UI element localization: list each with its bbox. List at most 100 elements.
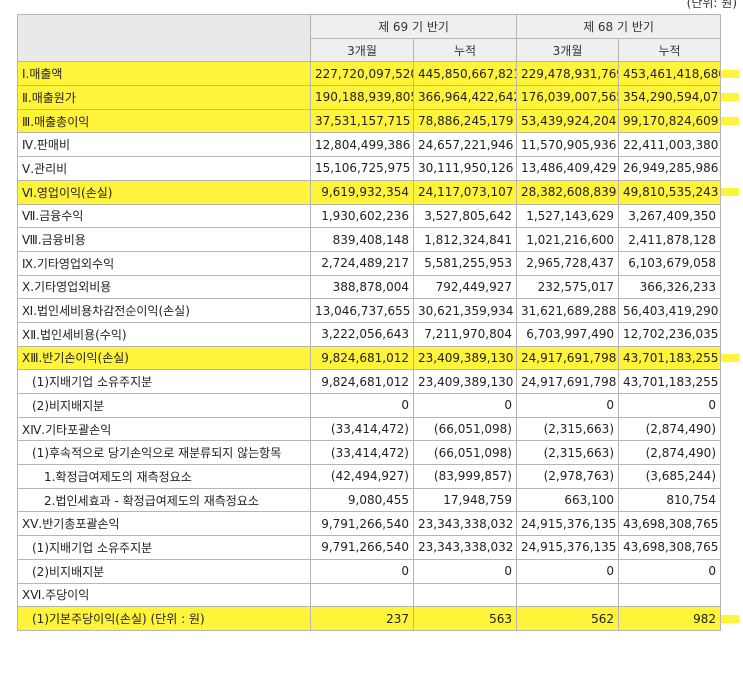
row-value: 23,343,338,032: [413, 511, 517, 537]
header-period-68: 제 68 기 반기: [516, 14, 721, 39]
row-value: 31,621,689,288: [516, 298, 619, 323]
row-label: Ⅺ.법인세비용차감전순이익(손실): [17, 298, 311, 323]
row-value: 11,570,905,936: [516, 132, 619, 158]
row-label: Ⅰ.매출액: [17, 61, 311, 87]
row-value: (42,494,927): [310, 464, 414, 489]
row-value: 3,222,056,643: [310, 321, 414, 347]
row-value: (3,685,244): [618, 464, 721, 489]
row-value: 23,409,389,130: [413, 345, 517, 371]
row-value: (2,315,663): [516, 440, 619, 466]
table-row: (2)비지배지분 0 0 0 0: [17, 393, 721, 418]
row-value: 23,409,389,130: [413, 369, 517, 394]
row-label: (1)지배기업 소유주지분: [17, 535, 311, 560]
table-row: Ⅴ.관리비 15,106,725,975 30,111,950,126 13,486,…: [17, 156, 721, 181]
highlight-marker: [721, 93, 739, 102]
table-row: Ⅶ.금융수익 1,930,602,236 3,527,805,642 1,527,14…: [17, 203, 721, 229]
row-label: (1)지배기업 소유주지분: [17, 369, 311, 394]
highlight-marker: [721, 117, 739, 126]
row-value: 0: [310, 393, 414, 418]
header-row-sub: 3개월 누적 3개월 누적: [18, 37, 721, 63]
row-value: [516, 582, 619, 608]
row-label: Ⅵ.영업이익(손실): [17, 179, 311, 205]
row-value: 810,754: [618, 487, 721, 513]
row-value: 453,461,418,680: [618, 61, 721, 87]
row-value: 24,657,221,946: [413, 132, 517, 158]
row-value: 563: [413, 606, 517, 631]
row-value: 24,117,073,107: [413, 179, 517, 205]
table-row: Ⅱ.매출원가 190,188,939,805 366,964,422,642 176,…: [17, 85, 721, 110]
row-value: 78,886,245,179: [413, 108, 517, 134]
row-value: 9,791,266,540: [310, 535, 414, 560]
row-value: 12,702,236,035: [618, 321, 721, 347]
table-row: Ⅲ.매출총이익 37,531,157,715 78,886,245,179 53,43…: [17, 108, 721, 134]
row-label: Ⅹ.기타영업외비용: [17, 274, 311, 300]
row-label: (1)기본주당이익(손실) (단위 : 원): [17, 606, 311, 631]
table-row: ⅩⅥ.주당이익: [17, 582, 721, 608]
row-value: 13,486,409,429: [516, 156, 619, 181]
row-value: (2,874,490): [618, 440, 721, 466]
row-value: 12,804,499,386: [310, 132, 414, 158]
row-value: 37,531,157,715: [310, 108, 414, 134]
row-value: 9,824,681,012: [310, 369, 414, 394]
row-label: Ⅶ.금융수익: [17, 203, 311, 229]
table-row: (1)지배기업 소유주지분 9,824,681,012 23,409,389,130…: [17, 369, 721, 394]
row-value: 1,930,602,236: [310, 203, 414, 229]
income-statement-table: 제 69 기 반기 제 68 기 반기 3개월 누적 3개월 누적 Ⅰ.매출액 2…: [17, 13, 721, 631]
row-value: 1,527,143,629: [516, 203, 619, 229]
header-period-69: 제 69 기 반기: [310, 14, 517, 39]
row-value: [310, 582, 414, 608]
row-value: 17,948,759: [413, 487, 517, 513]
row-value: 388,878,004: [310, 274, 414, 300]
table-body: Ⅰ.매출액 227,720,097,520 445,850,667,821 229,4…: [17, 61, 721, 631]
row-value: 43,701,183,255: [618, 345, 721, 371]
row-label: Ⅲ.매출총이익: [17, 108, 311, 134]
row-value: 237: [310, 606, 414, 631]
row-label: ⅩⅡ.법인세비용(수익): [17, 321, 311, 347]
row-value: 2,411,878,128: [618, 227, 721, 252]
header-cumulative-69: 누적: [413, 37, 517, 63]
row-label: Ⅱ.매출원가: [17, 85, 311, 110]
row-value: 227,720,097,520: [310, 61, 414, 87]
row-value: 792,449,927: [413, 274, 517, 300]
table-row: Ⅰ.매출액 227,720,097,520 445,850,667,821 229,4…: [17, 61, 721, 87]
row-value: 9,080,455: [310, 487, 414, 513]
row-value: 56,403,419,290: [618, 298, 721, 323]
row-value: (33,414,472): [310, 416, 414, 442]
table-row: ⅩⅡ.법인세비용(수익) 3,222,056,643 7,211,970,804 6,…: [17, 321, 721, 347]
row-value: 0: [413, 558, 517, 584]
row-value: 24,917,691,798: [516, 369, 619, 394]
table-row: Ⅸ.기타영업외수익 2,724,489,217 5,581,255,953 2,965…: [17, 250, 721, 276]
row-value: 0: [413, 393, 517, 418]
row-value: 0: [618, 393, 721, 418]
row-label: 2.법인세효과 - 확정급여제도의 재측정요소: [17, 487, 311, 513]
highlight-marker: [721, 69, 739, 78]
header-blank-cell: [17, 13, 311, 63]
row-value: 6,103,679,058: [618, 250, 721, 276]
row-value: 1,021,216,600: [516, 227, 619, 252]
row-value: 53,439,924,204: [516, 108, 619, 134]
row-value: 2,965,728,437: [516, 250, 619, 276]
row-value: 354,290,594,071: [618, 85, 721, 110]
row-label: Ⅷ.금융비용: [17, 227, 311, 252]
row-value: 176,039,007,565: [516, 85, 619, 110]
row-value: 982: [618, 606, 721, 631]
row-value: 15,106,725,975: [310, 156, 414, 181]
row-value: 0: [310, 558, 414, 584]
table-row: Ⅳ.판매비 12,804,499,386 24,657,221,946 11,570,…: [17, 132, 721, 158]
row-label: (2)비지배지분: [17, 558, 311, 584]
row-value: [618, 582, 721, 608]
header-row-periods: 제 69 기 반기 제 68 기 반기: [17, 13, 721, 63]
row-label: (2)비지배지분: [17, 393, 311, 418]
row-value: 43,698,308,765: [618, 535, 721, 560]
row-value: 0: [516, 558, 619, 584]
table-row: (2)비지배지분 0 0 0 0: [17, 558, 721, 584]
row-label: 1.확정급여제도의 재측정요소: [17, 464, 311, 489]
row-value: 30,621,359,934: [413, 298, 517, 323]
row-value: 366,326,233: [618, 274, 721, 300]
row-value: (2,978,763): [516, 464, 619, 489]
table-row: Ⅵ.영업이익(손실) 9,619,932,354 24,117,073,107 28,…: [17, 179, 721, 205]
row-value: 9,824,681,012: [310, 345, 414, 371]
row-label: Ⅴ.관리비: [17, 156, 311, 181]
table-row: Ⅹ.기타영업외비용 388,878,004 792,449,927 232,575,0…: [17, 274, 721, 300]
row-value: 3,527,805,642: [413, 203, 517, 229]
